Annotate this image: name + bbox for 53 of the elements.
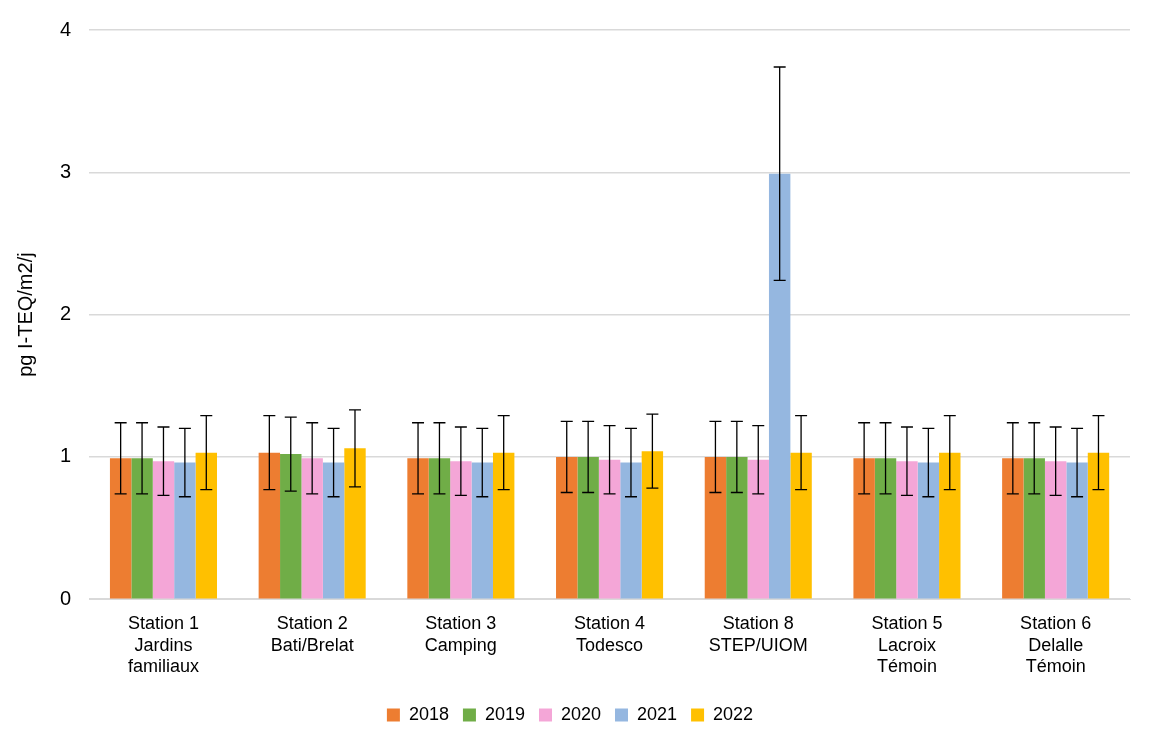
x-tick-label: Station 2 Bati/Brelat <box>270 612 354 655</box>
x-tick-label: Station 6 Delalle Témoin <box>1020 612 1092 677</box>
bar <box>556 456 578 599</box>
bar <box>1002 458 1024 599</box>
bar <box>407 458 429 599</box>
bar <box>874 458 897 599</box>
bar <box>492 452 515 599</box>
bar <box>152 461 175 599</box>
x-tick-label: Station 3 Camping <box>424 612 497 655</box>
y-tick-label: 3 <box>60 159 72 182</box>
bar <box>726 456 748 599</box>
y-tick-label: 0 <box>60 586 72 609</box>
y-tick-label: 1 <box>60 444 72 467</box>
bar <box>471 462 493 599</box>
bar <box>428 458 451 599</box>
bar <box>109 458 132 599</box>
bar <box>768 173 791 599</box>
bar <box>301 458 323 599</box>
legend-label: 2022 <box>713 703 754 724</box>
y-tick-label: 2 <box>60 302 72 325</box>
bar <box>577 456 599 599</box>
bar <box>1066 462 1088 599</box>
x-tick-label: Station 4 Todesco <box>574 612 646 655</box>
bar <box>598 459 621 599</box>
bar <box>258 452 281 599</box>
x-tick-label: Station 1 Jardins familiaux <box>127 612 199 677</box>
legend-label: 2019 <box>484 703 525 724</box>
bar <box>280 454 302 599</box>
bar <box>1087 452 1110 599</box>
bar <box>1023 458 1045 599</box>
bar <box>131 458 153 599</box>
bar <box>344 448 366 599</box>
legend-label: 2018 <box>408 703 449 724</box>
bar <box>641 451 664 599</box>
bar <box>620 462 642 599</box>
bar <box>195 452 217 599</box>
y-tick-label: 4 <box>60 17 72 40</box>
bar <box>747 459 769 599</box>
bar <box>704 456 727 599</box>
bar <box>853 458 875 599</box>
bar <box>917 462 940 599</box>
bar <box>322 462 345 599</box>
y-axis-title: pg I-TEQ/m2/j <box>13 252 36 377</box>
x-tick-label: Station 8 STEP/UIOM <box>708 612 808 655</box>
x-tick-label: Station 5 Lacroix Témoin <box>871 612 943 677</box>
bar <box>939 452 961 599</box>
bar <box>1044 461 1067 599</box>
bar <box>174 462 196 599</box>
legend-label: 2021 <box>637 703 678 724</box>
legend-label: 2020 <box>560 703 602 724</box>
bar <box>450 461 472 599</box>
bar <box>896 461 918 599</box>
bar <box>790 452 812 599</box>
